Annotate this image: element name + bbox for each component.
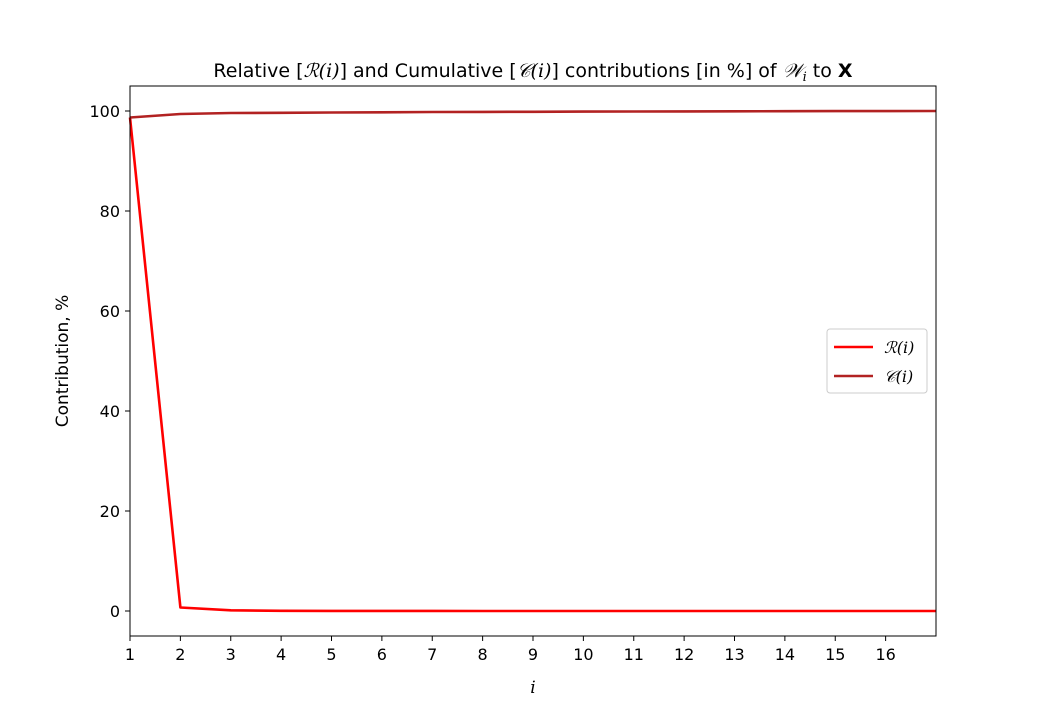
- y-tick-label: 40: [100, 402, 120, 421]
- x-tick-label: 9: [528, 645, 538, 664]
- y-axis-label: Contribution, %: [53, 295, 73, 428]
- x-tick-label: 12: [674, 645, 694, 664]
- y-tick-label: 0: [110, 602, 120, 621]
- chart-title: Relative [ℛ(i)] and Cumulative [𝒞(i)] co…: [213, 60, 852, 85]
- x-tick-label: 3: [226, 645, 236, 664]
- y-tick-label: 60: [100, 302, 120, 321]
- title-math-w: 𝒲: [783, 60, 807, 82]
- title-math-cumulative: 𝒞(i): [517, 60, 552, 82]
- series-line-relative: [128, 117, 936, 613]
- title-part-1: Relative [: [213, 60, 303, 82]
- title-part-4: to: [807, 60, 838, 82]
- y-tick-label: 100: [89, 102, 120, 121]
- legend-label: ℛ(i): [884, 338, 914, 357]
- x-tick-label: 13: [724, 645, 744, 664]
- plot-area-frame: [129, 85, 937, 637]
- series-line-cumulative: [129, 109, 937, 119]
- x-axis-label: i: [530, 678, 535, 698]
- x-tick-label: 1: [125, 645, 135, 664]
- x-tick-label: 7: [427, 645, 437, 664]
- title-part-2: ] and Cumulative [: [340, 60, 517, 82]
- title-math-w-subscript: i: [803, 70, 807, 85]
- x-tick-label: 14: [775, 645, 795, 664]
- x-tick-label: 10: [573, 645, 593, 664]
- y-tick-label: 20: [100, 502, 120, 521]
- x-tick-label: 11: [624, 645, 644, 664]
- title-part-3: ] contributions [in %] of: [551, 60, 782, 82]
- title-math-relative: ℛ(i): [304, 60, 340, 82]
- legend-label: 𝒞(i): [884, 367, 913, 386]
- title-math-x: X: [838, 60, 853, 82]
- x-tick-label: 15: [825, 645, 845, 664]
- legend: ℛ(i) 𝒞(i): [826, 328, 928, 394]
- x-tick-label: 5: [326, 645, 336, 664]
- x-tick-label: 6: [377, 645, 387, 664]
- x-tick-label: 16: [875, 645, 895, 664]
- x-tick-label: 8: [478, 645, 488, 664]
- x-tick-label: 4: [276, 645, 286, 664]
- y-tick-label: 80: [100, 202, 120, 221]
- x-tick-label: 2: [175, 645, 185, 664]
